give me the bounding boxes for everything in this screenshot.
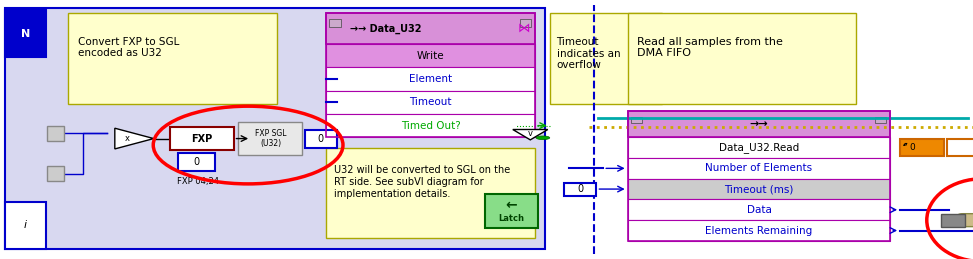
FancyBboxPatch shape: [5, 10, 46, 57]
FancyBboxPatch shape: [326, 148, 535, 238]
FancyBboxPatch shape: [628, 111, 890, 137]
Text: 0: 0: [578, 184, 584, 194]
FancyBboxPatch shape: [68, 13, 277, 104]
FancyBboxPatch shape: [238, 122, 302, 155]
FancyBboxPatch shape: [5, 202, 46, 249]
Text: Elements Remaining: Elements Remaining: [705, 226, 812, 235]
FancyBboxPatch shape: [520, 19, 531, 27]
FancyBboxPatch shape: [326, 114, 535, 137]
FancyBboxPatch shape: [628, 137, 890, 158]
Text: Read all samples from the
DMA FIFO: Read all samples from the DMA FIFO: [637, 37, 783, 58]
FancyBboxPatch shape: [5, 8, 545, 249]
Polygon shape: [115, 128, 154, 149]
Text: Timeout (ms): Timeout (ms): [724, 184, 794, 194]
Text: Data_U32.Read: Data_U32.Read: [719, 142, 799, 153]
FancyBboxPatch shape: [564, 183, 596, 196]
FancyBboxPatch shape: [628, 199, 890, 220]
Text: U32 will be converted to SGL on the
RT side. See subVI diagram for
implementatio: U32 will be converted to SGL on the RT s…: [334, 166, 510, 199]
Text: Data: Data: [746, 205, 772, 215]
FancyBboxPatch shape: [947, 139, 973, 156]
FancyBboxPatch shape: [941, 214, 965, 227]
Text: Element: Element: [409, 74, 452, 84]
FancyBboxPatch shape: [47, 126, 64, 141]
FancyBboxPatch shape: [47, 166, 64, 181]
FancyBboxPatch shape: [628, 220, 890, 241]
FancyBboxPatch shape: [550, 13, 662, 104]
Text: FXP SGL
(U32): FXP SGL (U32): [255, 129, 286, 148]
FancyBboxPatch shape: [628, 13, 856, 104]
Polygon shape: [513, 130, 548, 140]
FancyBboxPatch shape: [485, 194, 538, 228]
Text: Timeout
indicates an
overflow: Timeout indicates an overflow: [557, 37, 620, 70]
Text: Timed Out?: Timed Out?: [401, 121, 460, 131]
FancyBboxPatch shape: [305, 130, 337, 148]
Text: x: x: [125, 134, 130, 143]
Text: N: N: [20, 29, 30, 39]
Text: ←: ←: [505, 198, 517, 212]
FancyBboxPatch shape: [631, 117, 642, 123]
Text: Write: Write: [416, 51, 445, 61]
FancyBboxPatch shape: [326, 13, 535, 44]
Text: ▴▾: ▴▾: [903, 141, 909, 146]
FancyBboxPatch shape: [900, 139, 944, 156]
Text: Number of Elements: Number of Elements: [705, 163, 812, 173]
Text: 0: 0: [910, 143, 916, 152]
FancyBboxPatch shape: [178, 153, 215, 171]
FancyBboxPatch shape: [875, 117, 886, 123]
Text: ⋈: ⋈: [518, 22, 530, 35]
FancyBboxPatch shape: [326, 91, 535, 114]
Text: 0: 0: [194, 157, 199, 167]
Circle shape: [536, 136, 550, 140]
Text: 0: 0: [317, 134, 323, 143]
Text: FXP: FXP: [192, 134, 212, 143]
Text: FXP 04,24: FXP 04,24: [177, 177, 219, 186]
Text: →→ Data_U32: →→ Data_U32: [350, 23, 421, 34]
FancyBboxPatch shape: [628, 179, 890, 199]
Text: Convert FXP to SGL
encoded as U32: Convert FXP to SGL encoded as U32: [78, 37, 179, 58]
Text: Timeout: Timeout: [410, 97, 451, 107]
Text: v: v: [527, 129, 533, 138]
FancyBboxPatch shape: [326, 44, 535, 67]
FancyBboxPatch shape: [329, 19, 341, 27]
Text: i: i: [23, 220, 27, 230]
FancyBboxPatch shape: [170, 127, 234, 150]
FancyBboxPatch shape: [958, 214, 973, 227]
FancyBboxPatch shape: [628, 158, 890, 179]
Text: →→: →→: [749, 119, 769, 129]
FancyBboxPatch shape: [326, 67, 535, 91]
Text: Latch: Latch: [498, 214, 523, 222]
